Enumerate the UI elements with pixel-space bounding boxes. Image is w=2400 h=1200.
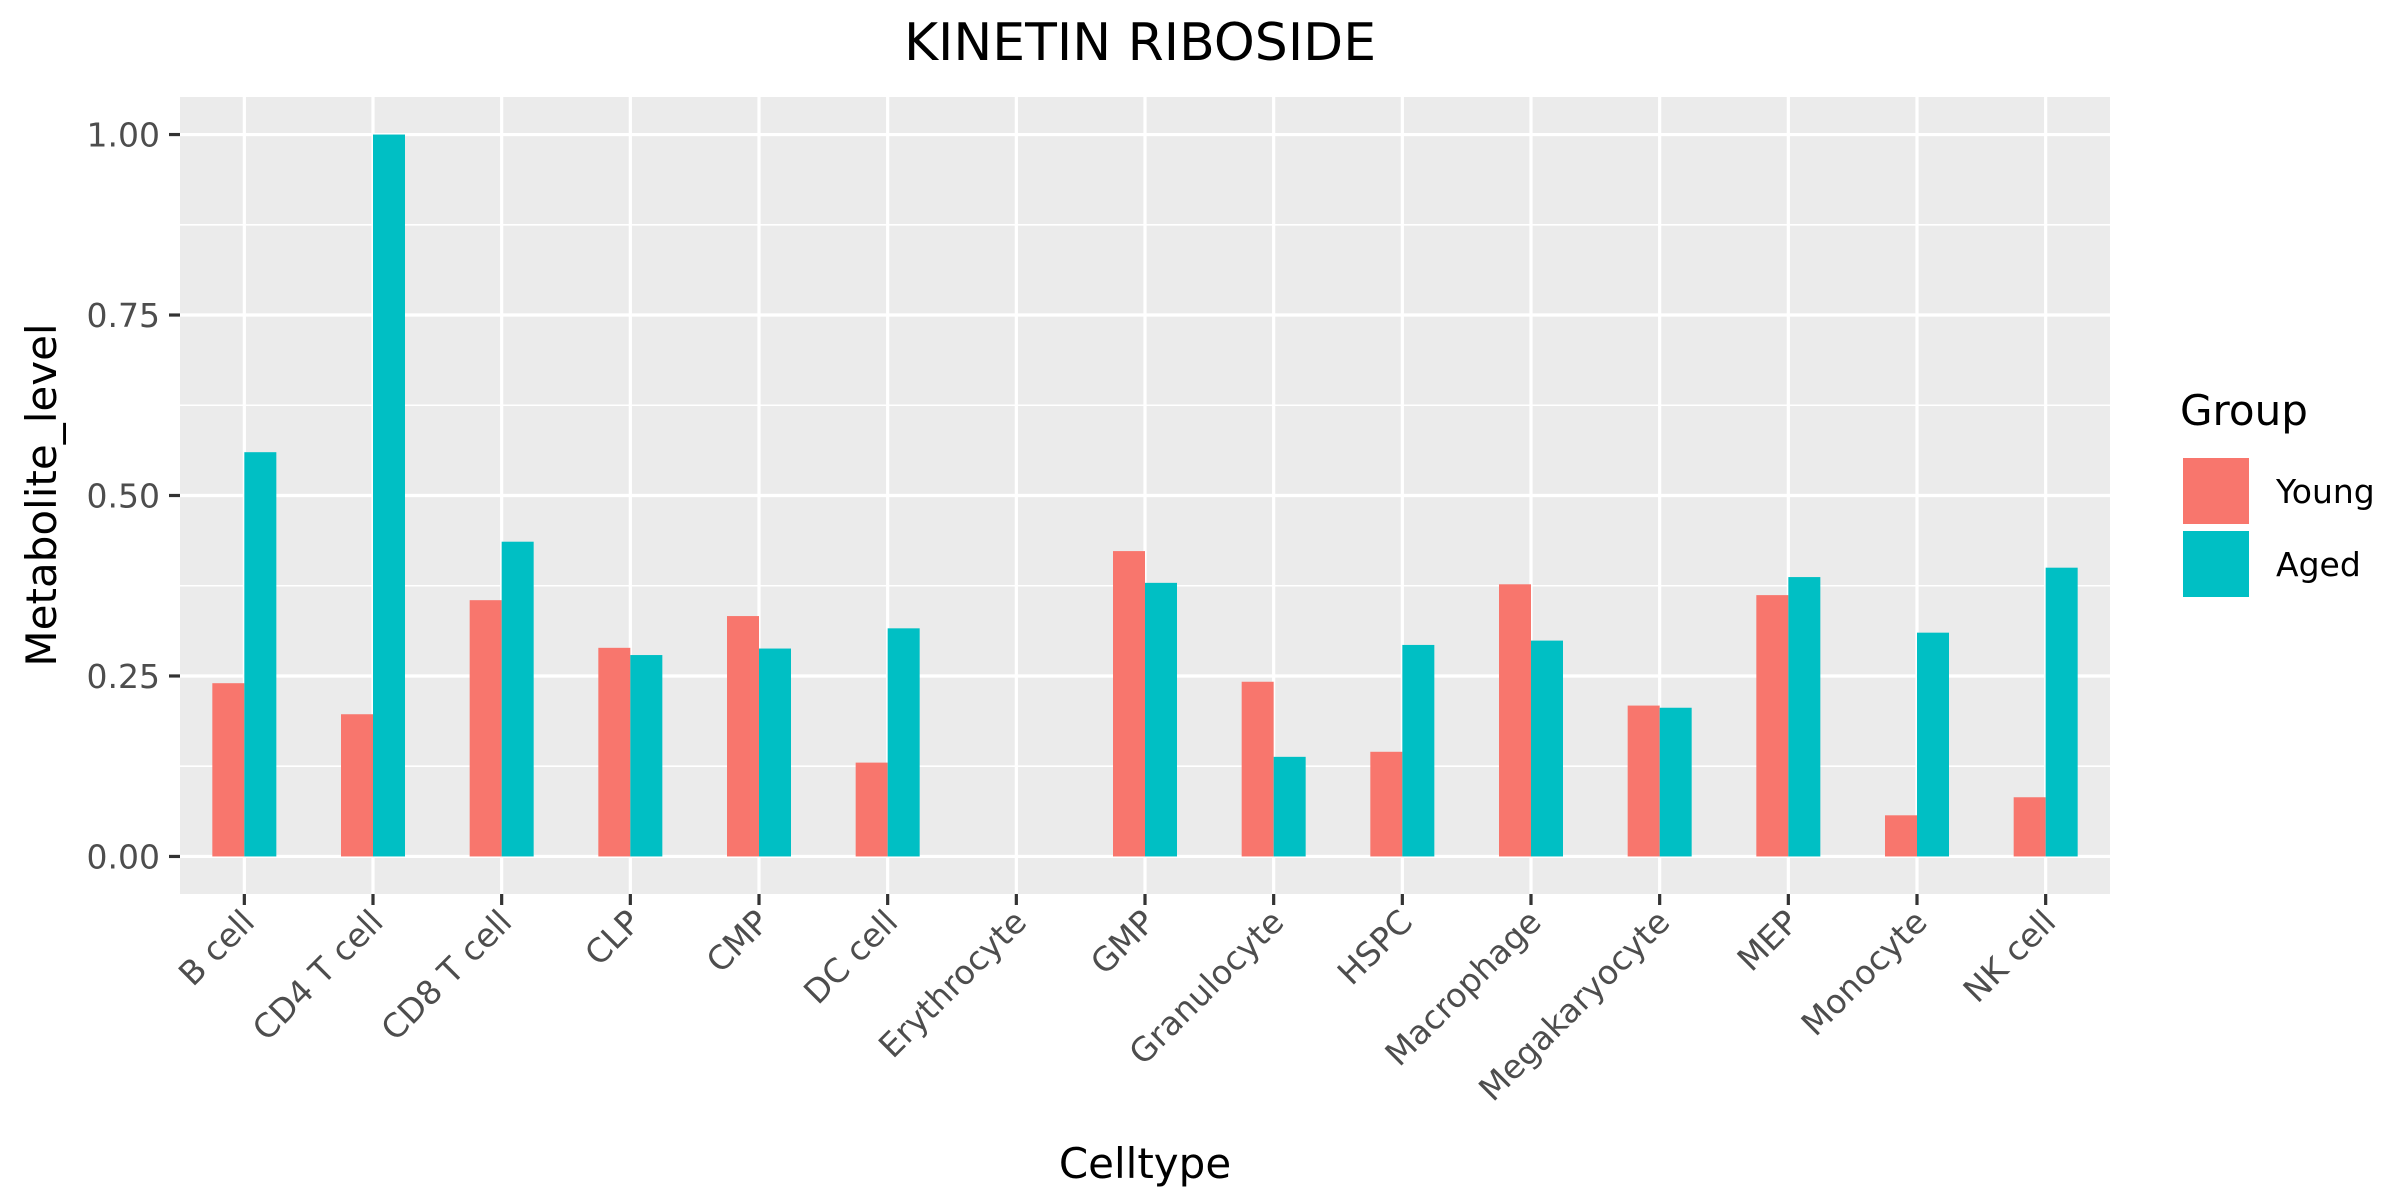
x-tick-label: Monocyte — [1793, 902, 1934, 1043]
bars — [212, 134, 2078, 857]
bar-aged — [1402, 644, 1435, 857]
legend-title: Group — [2180, 386, 2308, 435]
x-tick-label: GMP — [1083, 902, 1163, 982]
bar-young — [1756, 595, 1789, 857]
bar-aged — [887, 628, 920, 857]
x-tick-label: DC cell — [796, 902, 905, 1011]
bar-aged — [501, 541, 534, 857]
y-tick-label: 0.75 — [87, 296, 160, 335]
legend-label-young: Young — [2275, 472, 2375, 511]
bar-aged — [759, 648, 791, 857]
x-tick-label: HSPC — [1330, 902, 1420, 992]
bar-aged — [1531, 640, 1563, 857]
bar-young — [1499, 584, 1531, 857]
y-axis-title: Metabolite_level — [17, 323, 66, 666]
bar-aged — [244, 452, 277, 857]
x-tick-label: CD4 T cell — [245, 902, 391, 1048]
y-tick-label: 0.50 — [87, 477, 160, 516]
y-tick-label: 0.00 — [87, 837, 160, 876]
bar-aged — [1145, 582, 1177, 857]
x-tick-label: CMP — [699, 902, 777, 980]
x-tick-label: B cell — [171, 902, 262, 993]
bar-young — [469, 600, 502, 857]
x-axis-title: Celltype — [1059, 1139, 1231, 1188]
bar-young — [855, 762, 888, 857]
x-tick-label: MEP — [1729, 902, 1806, 979]
x-tick-label: CD8 T cell — [373, 902, 519, 1048]
bar-young — [1241, 681, 1274, 857]
legend-label-aged: Aged — [2276, 545, 2361, 584]
bar-young — [1113, 551, 1145, 857]
bar-young — [341, 714, 373, 857]
x-tick-label: CLP — [577, 902, 648, 973]
bar-aged — [1917, 632, 1949, 857]
bar-young — [2013, 797, 2046, 857]
legend: Group Young Aged — [2180, 386, 2375, 597]
x-tick-label: NK cell — [1955, 902, 2063, 1010]
bar-young — [1370, 751, 1403, 857]
legend-key-young — [2183, 458, 2249, 524]
bar-young — [727, 616, 759, 857]
legend-key-aged — [2183, 531, 2249, 597]
y-axis: 0.00 0.25 0.50 0.75 1.00 — [87, 116, 180, 876]
bar-young — [1885, 815, 1917, 857]
bar-aged — [1659, 707, 1692, 857]
chart-title: KINETIN RIBOSIDE — [904, 13, 1376, 73]
bar-aged — [630, 655, 663, 857]
bar-aged — [2045, 567, 2078, 857]
bar-young — [212, 683, 245, 857]
bar-aged — [1788, 577, 1821, 857]
bar-aged — [373, 134, 405, 857]
y-tick-label: 1.00 — [87, 116, 160, 155]
bar-young — [598, 647, 631, 857]
y-tick-label: 0.25 — [87, 657, 160, 696]
bar-young — [1627, 705, 1660, 857]
bar-aged — [1273, 756, 1306, 857]
